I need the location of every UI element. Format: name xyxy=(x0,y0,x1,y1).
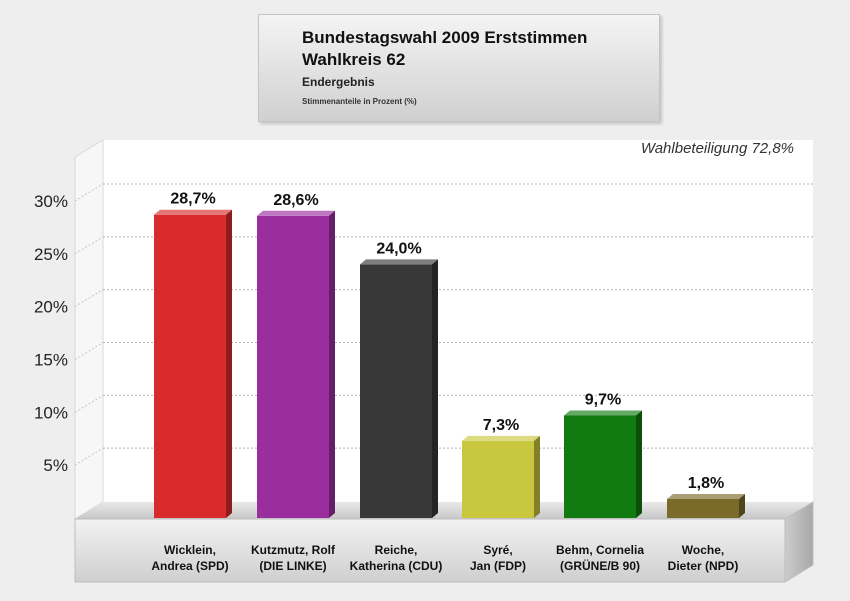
bar-front xyxy=(564,415,636,518)
x-tick-label: Reiche, xyxy=(375,543,418,557)
x-tick-label: Kutzmutz, Rolf xyxy=(251,543,336,557)
y-tick-label: 30% xyxy=(34,192,68,211)
category-labels: Wicklein, Andrea (SPD) Kutzmutz, Rolf (DIE … xyxy=(151,543,738,573)
x-tick-label: (DIE LINKE) xyxy=(259,559,326,573)
bar-side xyxy=(636,410,642,518)
bar xyxy=(360,259,438,518)
bar-top xyxy=(154,209,232,215)
gridline-side xyxy=(74,183,104,202)
bar-value-label: 28,7% xyxy=(170,191,215,208)
x-tick-label: Andrea (SPD) xyxy=(151,559,228,573)
unit-note: Stimmenanteile in Prozent (%) xyxy=(302,97,417,106)
gridline-side xyxy=(74,447,104,466)
bar-front xyxy=(462,440,534,518)
x-tick-label: (GRÜNE/B 90) xyxy=(560,558,640,573)
chart-subtitle: Wahlkreis 62 xyxy=(302,50,406,69)
bar xyxy=(257,210,335,518)
bar-top xyxy=(564,410,642,416)
bar-top xyxy=(667,493,745,499)
y-tick-label: 15% xyxy=(34,351,68,370)
bar xyxy=(564,410,642,518)
x-tick-label: Wicklein, xyxy=(164,543,216,557)
title-box: Bundestagswahl 2009 Erststimmen Wahlkrei… xyxy=(258,14,660,122)
bars: 28,7% 28,6% 24,0% 7,3% 9,7% 1,8% xyxy=(154,191,745,518)
bar xyxy=(667,493,745,518)
bar-front xyxy=(667,498,739,518)
category-label-strip xyxy=(74,518,786,583)
x-tick-label: Katherina (CDU) xyxy=(350,559,443,573)
base-right-side xyxy=(784,501,814,583)
bar-value-label: 1,8% xyxy=(688,475,724,492)
bar-value-label: 9,7% xyxy=(585,392,621,409)
bar-front xyxy=(360,264,432,518)
bar xyxy=(154,209,232,518)
chart-title: Bundestagswahl 2009 Erststimmen xyxy=(302,28,588,47)
bar xyxy=(462,435,540,518)
x-tick-label: Jan (FDP) xyxy=(470,559,526,573)
bar-front xyxy=(257,215,329,518)
bar-side xyxy=(226,209,232,518)
y-tick-label: 5% xyxy=(43,456,68,475)
bar-value-label: 7,3% xyxy=(483,417,519,434)
y-tick-label: 25% xyxy=(34,245,68,264)
x-tick-label: Syré, xyxy=(483,543,512,557)
bar-side xyxy=(432,259,438,518)
bar-top xyxy=(360,259,438,265)
gridline-side xyxy=(74,289,104,308)
y-tick-label: 10% xyxy=(34,403,68,422)
turnout-label: Wahlbeteiligung 72,8% xyxy=(641,140,794,157)
bar-front xyxy=(154,214,226,518)
bar-top xyxy=(462,435,540,441)
x-tick-label: Woche, xyxy=(682,543,724,557)
bar-side xyxy=(329,210,335,518)
bar-side xyxy=(739,493,745,518)
bar-value-label: 28,6% xyxy=(273,192,318,209)
gridline-side xyxy=(74,394,104,413)
x-tick-label: Dieter (NPD) xyxy=(668,559,739,573)
gridlines xyxy=(74,183,813,466)
gridline-side xyxy=(74,236,104,255)
x-tick-label: Behm, Cornelia xyxy=(556,543,644,557)
bar-value-label: 24,0% xyxy=(376,240,421,257)
bar-top xyxy=(257,210,335,216)
bar-side xyxy=(534,435,540,518)
result-status: Endergebnis xyxy=(302,75,375,89)
y-tick-label: 20% xyxy=(34,298,68,317)
y-axis: 5% 10% 15% 20% 25% 30% xyxy=(34,192,68,475)
gridline-side xyxy=(74,342,104,360)
